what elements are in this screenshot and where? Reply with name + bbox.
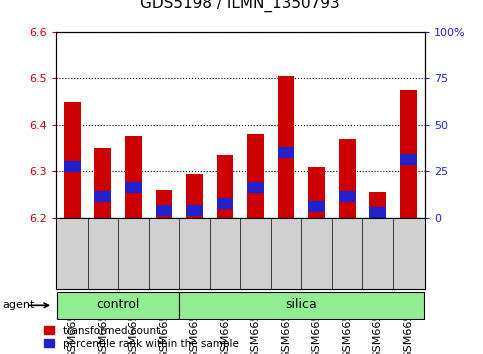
- Bar: [186, 205, 203, 216]
- Bar: [125, 182, 142, 193]
- Bar: [179, 292, 424, 319]
- Text: control: control: [97, 298, 140, 311]
- Text: GDS5198 / ILMN_1350793: GDS5198 / ILMN_1350793: [141, 0, 340, 12]
- Bar: [247, 182, 264, 193]
- Bar: [156, 205, 172, 216]
- Bar: [64, 102, 81, 218]
- Bar: [247, 134, 264, 218]
- Bar: [278, 147, 295, 158]
- Bar: [57, 292, 179, 319]
- Bar: [95, 148, 111, 218]
- Bar: [125, 136, 142, 218]
- Bar: [400, 154, 417, 165]
- Bar: [95, 191, 111, 202]
- Bar: [156, 190, 172, 218]
- Bar: [64, 161, 81, 172]
- Bar: [308, 167, 325, 218]
- Bar: [339, 191, 355, 202]
- Bar: [369, 207, 386, 219]
- Bar: [369, 192, 386, 218]
- Text: silica: silica: [285, 298, 317, 311]
- Bar: [400, 90, 417, 218]
- Bar: [339, 139, 355, 218]
- Legend: transformed count, percentile rank within the sample: transformed count, percentile rank withi…: [44, 326, 239, 349]
- Bar: [186, 173, 203, 218]
- Bar: [217, 155, 233, 218]
- Bar: [217, 198, 233, 209]
- Bar: [278, 76, 295, 218]
- Text: agent: agent: [2, 300, 35, 310]
- Bar: [308, 200, 325, 212]
